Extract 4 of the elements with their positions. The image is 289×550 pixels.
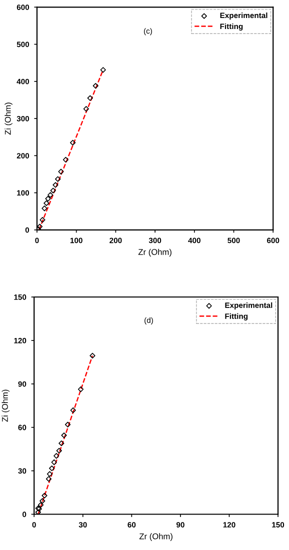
y-axis-title: Zi (Ohm) — [2, 390, 10, 422]
x-axis-title: Zr (Ohm) — [138, 248, 172, 257]
x-axis-title: Zr (Ohm) — [139, 533, 172, 541]
y-axis-title: Zi (Ohm) — [4, 102, 12, 135]
